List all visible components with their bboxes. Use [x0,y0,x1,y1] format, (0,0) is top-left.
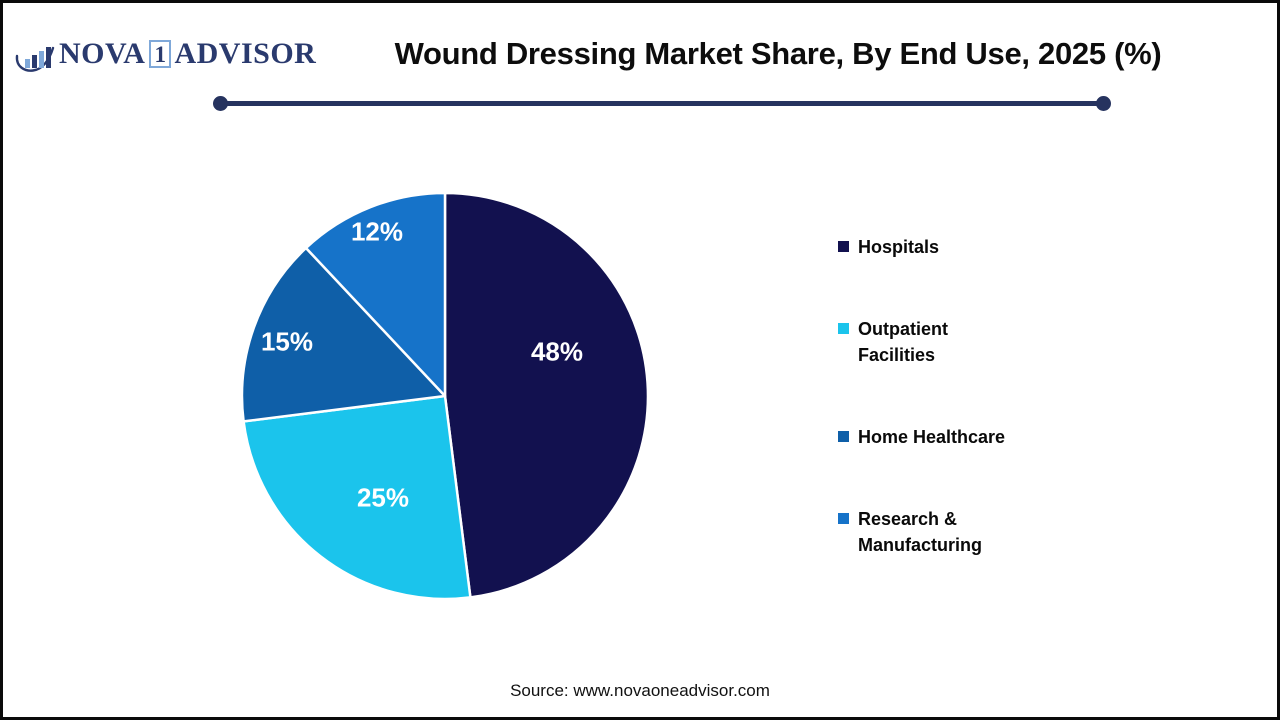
chart-title: Wound Dressing Market Share, By End Use,… [394,36,1162,71]
title-divider [213,96,1111,111]
legend-label: Outpatient Facilities [858,319,948,365]
legend-swatch [838,323,849,334]
divider-left-dot [213,96,228,111]
brand-name-part1: NOVA [59,37,146,70]
pie-data-label-home-healthcare: 15% [261,326,313,356]
legend-item-outpatient-facilities: Outpatient Facilities [838,316,1008,368]
logo-bar [32,55,37,68]
logo-bar [46,47,51,68]
legend: Hospitals Outpatient Facilities Home Healt… [838,234,1008,558]
pie-data-label-outpatient-facilities: 25% [357,482,409,512]
pie-chart: 48% 25% 15% 12% [241,192,649,600]
legend-label: Research & Manufacturing [858,509,982,555]
logo-bar [25,59,30,68]
legend-swatch [838,431,849,442]
legend-item-research-manufacturing: Research & Manufacturing [838,506,1008,558]
brand-name-part2: ADVISOR [174,37,317,70]
brand-logo: NOVA 1 ADVISOR [14,39,316,74]
pie-slice-outpatient-facilities [242,394,472,600]
legend-item-hospitals: Hospitals [838,234,1008,260]
legend-swatch [838,241,849,252]
logo-bar [39,51,44,68]
pie-slice-home-healthcare [241,246,447,423]
legend-item-home-healthcare: Home Healthcare [838,424,1008,450]
pie-data-label-hospitals: 48% [531,336,583,366]
legend-swatch [838,513,849,524]
brand-name: NOVA 1 ADVISOR [59,39,316,69]
pie-slice-hospitals [443,192,649,599]
bar-chart-swoosh-icon [15,46,55,72]
legend-label: Home Healthcare [858,427,1006,447]
brand-boxed-one: 1 [149,40,172,68]
source-text: Source: www.novaoneadvisor.com [510,681,770,700]
pie-data-label-research-manufacturing: 12% [351,216,403,246]
legend-label: Hospitals [858,237,940,257]
divider-right-dot [1096,96,1111,111]
pie-slice-research-manufacturing [304,192,447,398]
